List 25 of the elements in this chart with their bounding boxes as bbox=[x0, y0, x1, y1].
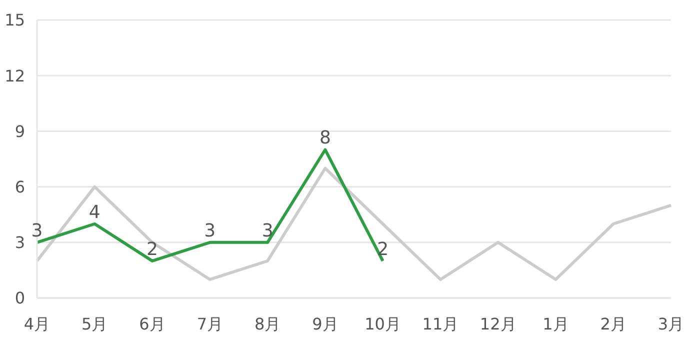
data-label: 3 bbox=[204, 220, 216, 242]
x-tick-label: 5月 bbox=[82, 314, 108, 334]
data-label: 2 bbox=[377, 238, 389, 260]
data-label: 3 bbox=[31, 220, 43, 242]
x-tick-label: 12月 bbox=[480, 314, 516, 334]
x-tick-label: 4月 bbox=[24, 314, 50, 334]
x-tick-label: 1月 bbox=[542, 314, 569, 334]
y-tick-label: 0 bbox=[14, 288, 25, 308]
x-tick-label: 9月 bbox=[312, 314, 338, 334]
y-tick-label: 12 bbox=[4, 66, 25, 86]
x-tick-label: 8月 bbox=[254, 314, 281, 334]
x-tick-label: 10月 bbox=[364, 314, 401, 334]
y-tick-label: 15 bbox=[4, 10, 25, 30]
data-label: 4 bbox=[88, 202, 100, 223]
data-label: 8 bbox=[319, 128, 331, 149]
data-label: 3 bbox=[262, 220, 274, 242]
y-tick-label: 3 bbox=[14, 233, 25, 252]
x-tick-label: 11月 bbox=[422, 314, 459, 334]
y-tick-label: 6 bbox=[14, 177, 25, 196]
x-tick-label: 2月 bbox=[600, 314, 626, 334]
data-label: 2 bbox=[146, 238, 158, 260]
y-tick-label: 9 bbox=[14, 122, 25, 141]
x-tick-label: 3月 bbox=[658, 314, 684, 334]
x-tick-label: 7月 bbox=[196, 314, 224, 334]
x-tick-label: 6月 bbox=[139, 314, 166, 334]
